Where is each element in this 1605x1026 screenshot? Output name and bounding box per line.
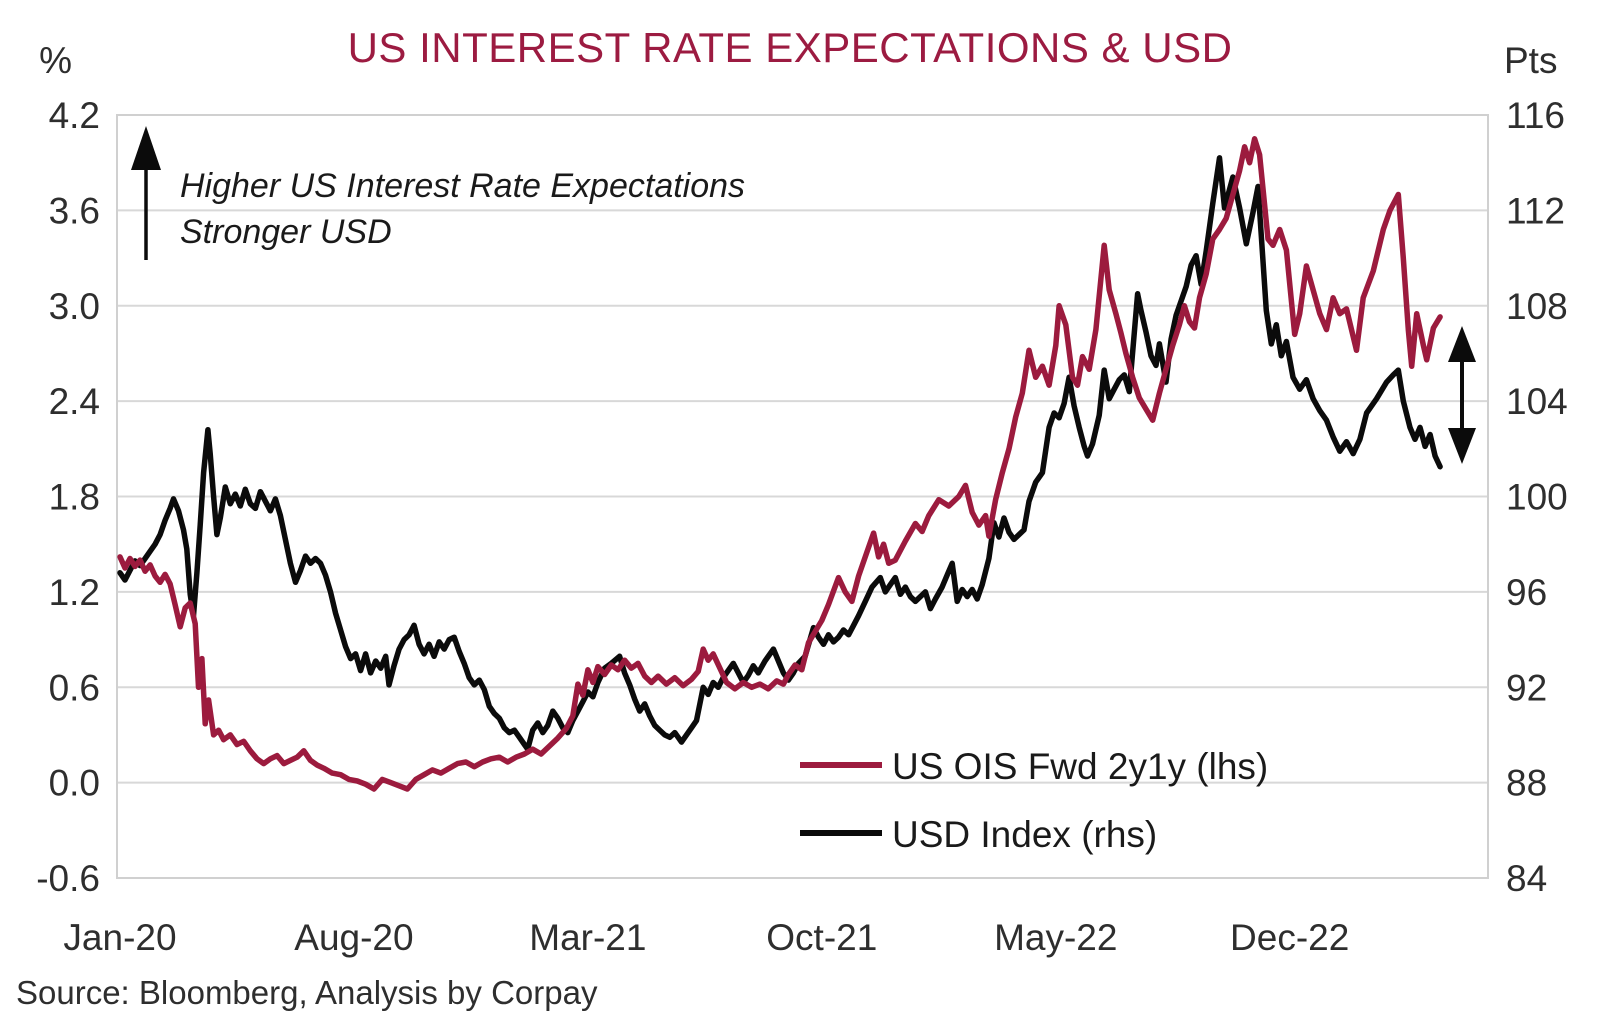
- x-axis-tick: Mar-21: [529, 917, 646, 958]
- right-axis-tick-labels: 116 112 108 104 100 96 92 88 84: [1506, 95, 1568, 899]
- left-axis-tick: 2.4: [49, 381, 100, 422]
- chart-title: US INTEREST RATE EXPECTATIONS & USD: [348, 24, 1233, 71]
- source-note: Source: Bloomberg, Analysis by Corpay: [16, 974, 598, 1011]
- right-axis-tick: 116: [1506, 95, 1565, 136]
- usd-index-line: [117, 155, 1443, 752]
- plot-frame: [116, 114, 1489, 879]
- x-axis-tick: Dec-22: [1230, 917, 1349, 958]
- double-arrow-up-icon: [1448, 326, 1476, 362]
- annotation-line1: Higher US Interest Rate Expectations: [180, 167, 745, 205]
- right-axis-tick: 100: [1506, 477, 1568, 518]
- x-axis-tick-labels: Jan-20 Aug-20 Mar-21 Oct-21 May-22 Dec-22: [63, 917, 1349, 958]
- legend: US OIS Fwd 2y1y (lhs) USD Index (rhs): [800, 746, 1268, 855]
- double-arrow-down-icon: [1448, 428, 1476, 464]
- left-axis-tick: 0.0: [49, 763, 100, 804]
- right-axis-tick: 84: [1506, 858, 1547, 899]
- legend-ois-label: US OIS Fwd 2y1y (lhs): [892, 746, 1268, 787]
- left-axis-tick: 4.2: [49, 95, 100, 136]
- annotation-line2: Stronger USD: [180, 213, 392, 251]
- right-axis-tick: 92: [1506, 667, 1547, 708]
- ois-forward-line: [117, 136, 1443, 792]
- left-axis-unit-label: %: [39, 40, 72, 81]
- spread-gap-arrow: [1448, 326, 1476, 464]
- left-axis-tick: 1.8: [49, 477, 100, 518]
- legend-usd-label: USD Index (rhs): [892, 814, 1157, 855]
- x-axis-tick: Oct-21: [766, 917, 877, 958]
- higher-rates-annotation: Higher US Interest Rate Expectations Str…: [131, 126, 745, 260]
- x-axis-tick: Jan-20: [63, 917, 176, 958]
- up-arrow-icon: [131, 126, 161, 170]
- left-axis-tick: 3.6: [49, 190, 100, 231]
- left-axis-tick-labels: 4.2 3.6 3.0 2.4 1.8 1.2 0.6 0.0 -0.6: [36, 95, 100, 899]
- right-axis-tick: 88: [1506, 763, 1547, 804]
- left-axis-tick: 1.2: [49, 572, 100, 613]
- right-axis-tick: 104: [1506, 381, 1568, 422]
- left-axis-tick: -0.6: [36, 858, 100, 899]
- left-axis-tick: 0.6: [49, 667, 100, 708]
- right-axis-unit-label: Pts: [1504, 40, 1557, 81]
- right-axis-tick: 108: [1506, 286, 1568, 327]
- left-axis-tick: 3.0: [49, 286, 100, 327]
- right-axis-tick: 96: [1506, 572, 1547, 613]
- x-axis-tick: Aug-20: [294, 917, 413, 958]
- x-axis-tick: May-22: [994, 917, 1117, 958]
- right-axis-tick: 112: [1506, 190, 1565, 231]
